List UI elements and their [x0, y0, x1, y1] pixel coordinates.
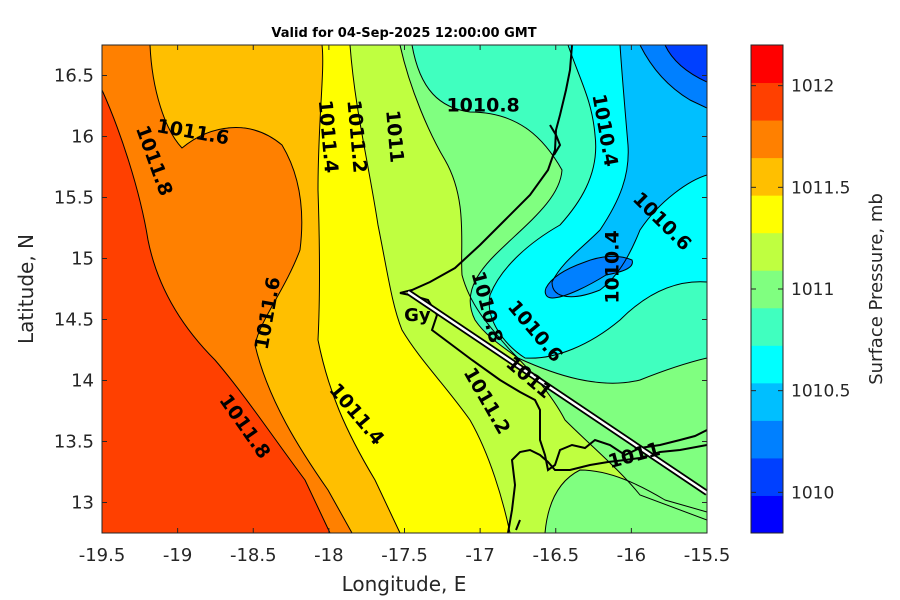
place-label: Gy	[404, 305, 431, 326]
plot-title: Valid for 04-Sep-2025 12:00:00 GMT	[271, 26, 536, 41]
x-tick-label: -15.5	[684, 545, 731, 566]
colorbar-ticks: 1010 1010.5 1011 1011.5 1012	[751, 77, 850, 503]
colorbar-segment	[751, 420, 783, 459]
colorbar-segment	[751, 157, 783, 196]
x-tick-label: -18.5	[230, 545, 277, 566]
x-tick-label: -16	[617, 545, 646, 566]
colorbar-label: Surface Pressure, mb	[866, 193, 887, 385]
colorbar-tick-label: 1010.5	[791, 382, 850, 402]
y-axis-ticks: 13 13.5 14 14.5 15 15.5 16 16.5	[54, 66, 707, 514]
colorbar-segment	[751, 270, 783, 309]
colorbar-tick-label: 1010	[791, 483, 834, 503]
band-1010-2	[552, 45, 707, 297]
colorbar-segment	[751, 120, 783, 159]
colorbar-tick-label: 1011	[791, 280, 834, 300]
colorbar-segment	[751, 82, 783, 121]
x-tick-label: -16.5	[532, 545, 579, 566]
track-line	[406, 289, 707, 496]
band-1010-4-inner	[545, 256, 633, 298]
contour-label: 1011	[381, 109, 408, 164]
contour-label: 1010.4	[602, 230, 624, 303]
colorbar-segment	[751, 382, 783, 421]
y-tick-label: 14	[71, 371, 94, 392]
y-tick-label: 15.5	[54, 188, 94, 209]
x-axis-label: Longitude, E	[342, 572, 467, 596]
place-labels: Gy	[404, 305, 431, 326]
colorbar-segment	[751, 45, 783, 84]
colorbar-segment	[751, 195, 783, 234]
band-1010-bl	[545, 470, 707, 533]
x-tick-label: -17.5	[381, 545, 428, 566]
contour-lines	[102, 45, 707, 533]
x-tick-label: -19.5	[79, 545, 126, 566]
band-1010	[665, 45, 707, 82]
x-tick-label: -17	[465, 545, 494, 566]
x-axis-ticks: -19.5 -19 -18.5 -18 -17.5 -17 -16.5 -16 -15.5	[79, 45, 731, 566]
y-tick-label: 16.5	[54, 66, 94, 87]
y-tick-label: 15	[71, 249, 94, 270]
y-tick-label: 13	[71, 493, 94, 514]
colorbar-segment	[751, 495, 783, 534]
colorbar-segment	[751, 457, 783, 496]
colorbar-segment	[751, 232, 783, 271]
colorbar-segment	[751, 307, 783, 346]
contour-label: 1010.8	[446, 95, 519, 117]
colorbar-tick-label: 1012	[791, 77, 834, 97]
colorbar-tick-label: 1011.5	[791, 178, 850, 198]
x-tick-label: -19	[163, 545, 192, 566]
y-axis-label: Latitude, N	[14, 234, 38, 344]
y-tick-label: 13.5	[54, 432, 94, 453]
x-tick-label: -18	[314, 545, 343, 566]
colorbar-segment	[751, 345, 783, 384]
y-tick-label: 16	[71, 127, 94, 148]
colorbar	[751, 45, 783, 534]
y-tick-label: 14.5	[54, 310, 94, 331]
